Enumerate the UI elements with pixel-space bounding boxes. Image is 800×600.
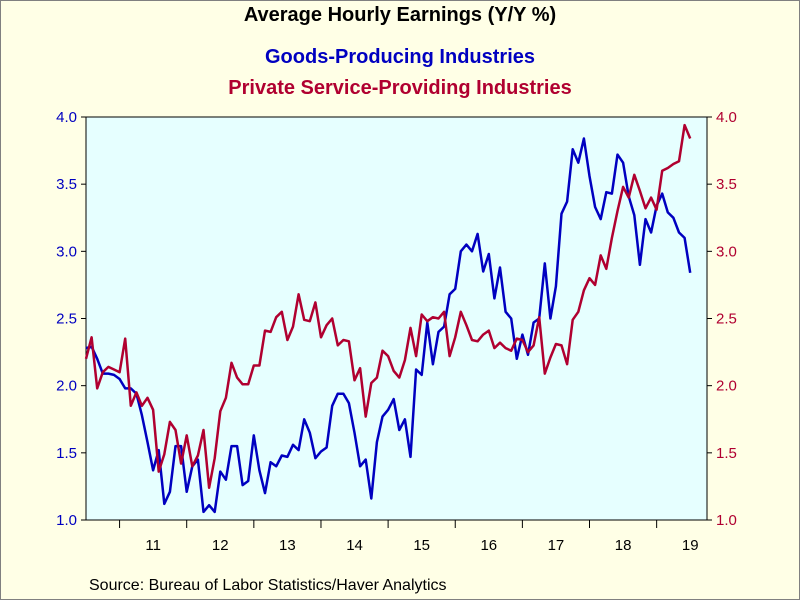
series-line-goods	[85, 137, 692, 514]
y-tick-label-right: 4.0	[716, 109, 737, 126]
y-tick-label-right: 2.0	[716, 378, 737, 395]
x-tick-label: 15	[413, 537, 430, 554]
y-tick-label-left: 1.0	[56, 512, 77, 529]
y-tick-label-left: 2.5	[56, 311, 77, 328]
y-tick-label-right: 3.0	[716, 243, 737, 260]
x-tick-label: 18	[615, 537, 632, 554]
x-tick-label: 12	[212, 537, 229, 554]
x-tick-label: 16	[480, 537, 497, 554]
y-tick-label-left: 2.0	[56, 378, 77, 395]
y-tick-label-right: 1.5	[716, 445, 737, 462]
source-note: Source: Bureau of Labor Statistics/Haver…	[89, 577, 447, 594]
series-line-services	[84, 123, 692, 490]
y-tick-label-left: 3.5	[56, 176, 77, 193]
y-tick-label-left: 1.5	[56, 445, 77, 462]
x-tick-label: 14	[346, 537, 363, 554]
series-title-goods: Goods-Producing Industries	[264, 46, 535, 68]
y-tick-label-right: 2.5	[716, 311, 737, 328]
x-tick-label: 17	[548, 537, 565, 554]
chart-title: Average Hourly Earnings (Y/Y %)	[243, 4, 557, 26]
series-title-services: Private Service-Providing Industries	[228, 77, 572, 99]
x-tick-label: 11	[145, 537, 161, 554]
x-tick-label: 19	[682, 537, 699, 554]
y-tick-label-left: 4.0	[56, 109, 77, 126]
y-tick-label-right: 1.0	[716, 512, 737, 529]
y-tick-label-left: 3.0	[56, 243, 77, 260]
x-tick-label: 13	[279, 537, 296, 554]
y-tick-label-right: 3.5	[716, 176, 737, 193]
